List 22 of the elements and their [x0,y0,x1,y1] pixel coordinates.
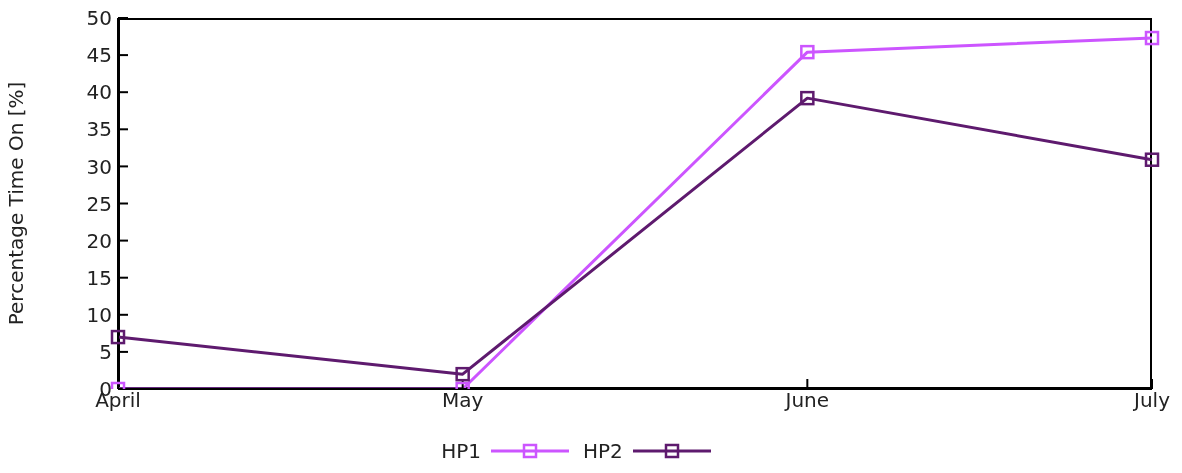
legend-label: HP2 [583,439,623,463]
y-tick-label: 20 [86,228,112,253]
y-tick-label: 45 [86,43,112,68]
point [1144,30,1160,46]
x-tick-label: May [441,388,484,413]
point [800,90,815,106]
x-tick-label: July [1132,388,1171,413]
y-tick-label: 35 [86,117,112,142]
y-tick-label: 5 [99,340,112,364]
point [1144,152,1160,167]
legend-label: HP1 [441,439,481,463]
y-tick-label: 25 [86,191,112,216]
y-axis-title: Percentage Time On [%] [4,81,29,326]
y-tick-label: 50 [86,6,112,31]
y-tick-label: 40 [86,80,112,105]
x-tick-label: June [783,388,830,413]
y-tick-label: 30 [86,154,112,179]
y-tick-label: 15 [86,265,112,290]
point [455,366,470,382]
point [110,329,126,345]
y-tick-label: 10 [86,302,112,327]
point [800,44,815,60]
